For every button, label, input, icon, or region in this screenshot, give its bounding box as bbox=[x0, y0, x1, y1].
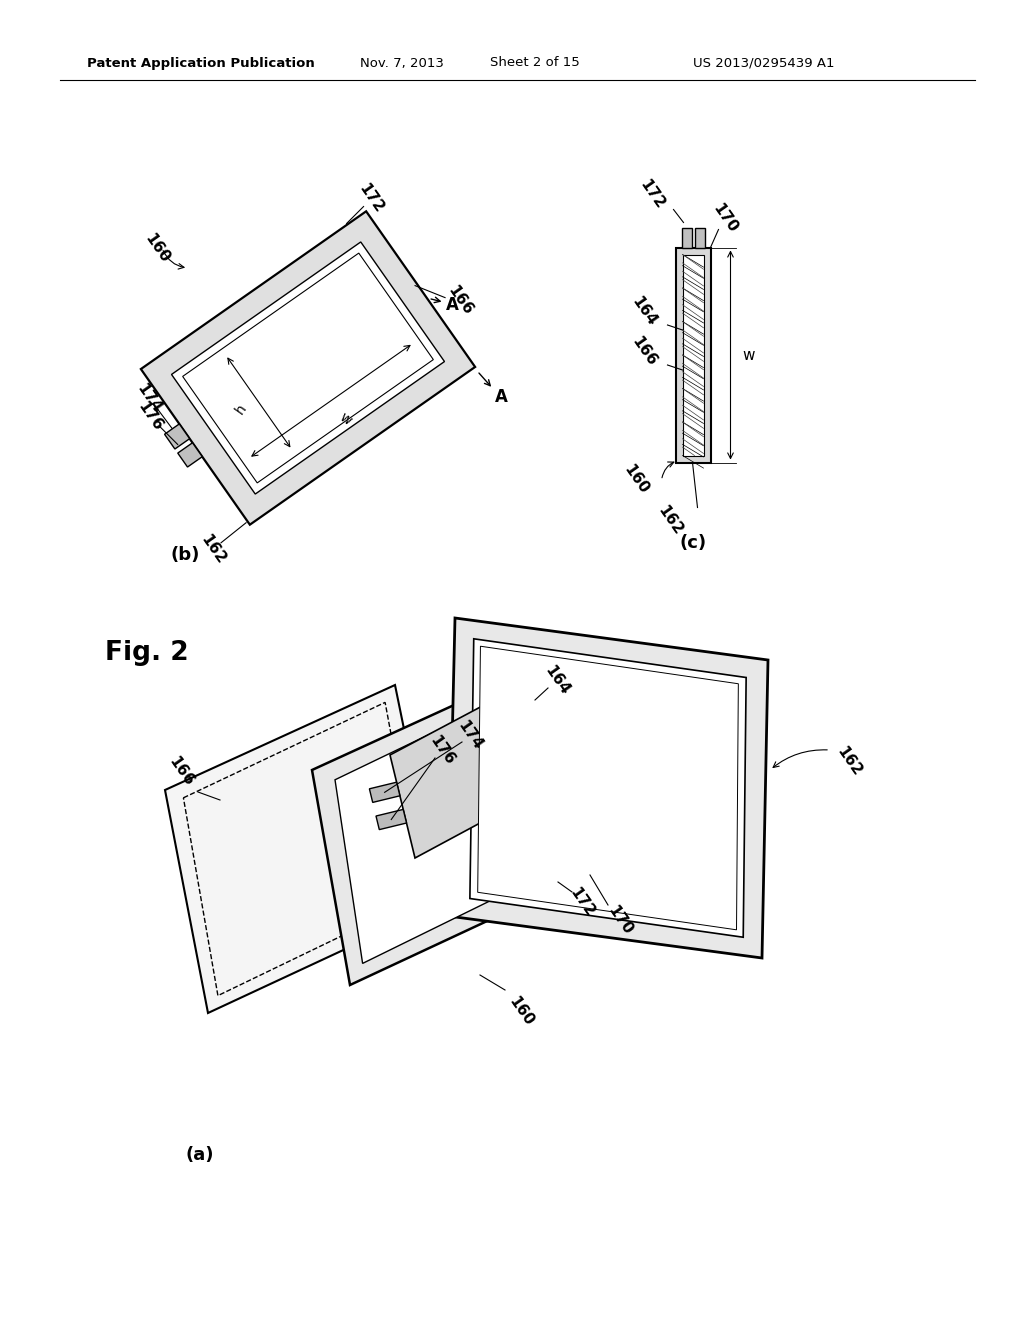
Text: Nov. 7, 2013: Nov. 7, 2013 bbox=[360, 57, 443, 70]
Polygon shape bbox=[694, 227, 705, 248]
Polygon shape bbox=[335, 689, 552, 964]
Text: A: A bbox=[445, 296, 459, 314]
Polygon shape bbox=[178, 442, 203, 467]
Text: 170: 170 bbox=[605, 903, 635, 937]
Text: Patent Application Publication: Patent Application Publication bbox=[87, 57, 314, 70]
Polygon shape bbox=[676, 248, 711, 462]
Polygon shape bbox=[312, 668, 575, 985]
Text: 174: 174 bbox=[455, 718, 485, 752]
Polygon shape bbox=[182, 253, 433, 483]
Text: 162: 162 bbox=[834, 743, 864, 779]
Text: 160: 160 bbox=[142, 231, 172, 265]
Text: 160: 160 bbox=[506, 994, 537, 1028]
Polygon shape bbox=[370, 783, 400, 803]
Text: 172: 172 bbox=[566, 884, 597, 919]
Polygon shape bbox=[682, 227, 691, 248]
Polygon shape bbox=[141, 211, 475, 524]
Polygon shape bbox=[171, 242, 444, 494]
Polygon shape bbox=[477, 647, 738, 929]
Polygon shape bbox=[165, 424, 189, 449]
Text: 176: 176 bbox=[134, 399, 165, 434]
Text: h: h bbox=[232, 401, 249, 417]
Text: 162: 162 bbox=[198, 532, 228, 568]
Text: 164: 164 bbox=[542, 663, 572, 697]
Polygon shape bbox=[683, 255, 703, 455]
Text: 174: 174 bbox=[134, 381, 164, 416]
Text: 166: 166 bbox=[629, 334, 659, 370]
Text: (b): (b) bbox=[170, 546, 200, 564]
Text: 160: 160 bbox=[622, 462, 651, 496]
Text: 166: 166 bbox=[444, 284, 475, 318]
Text: w: w bbox=[337, 409, 354, 428]
Polygon shape bbox=[449, 618, 768, 958]
Text: 172: 172 bbox=[637, 177, 668, 211]
Text: 170: 170 bbox=[710, 201, 740, 236]
Text: (a): (a) bbox=[185, 1146, 214, 1164]
Text: US 2013/0295439 A1: US 2013/0295439 A1 bbox=[693, 57, 835, 70]
Text: Fig. 2: Fig. 2 bbox=[105, 640, 188, 667]
Text: 164: 164 bbox=[629, 294, 659, 329]
Polygon shape bbox=[165, 685, 440, 1012]
Text: 176: 176 bbox=[427, 733, 458, 767]
Text: Sheet 2 of 15: Sheet 2 of 15 bbox=[490, 57, 580, 70]
Text: 162: 162 bbox=[655, 503, 686, 539]
Text: w: w bbox=[742, 347, 755, 363]
Text: 166: 166 bbox=[166, 755, 197, 789]
Polygon shape bbox=[376, 809, 407, 830]
Text: A: A bbox=[495, 388, 508, 407]
Polygon shape bbox=[470, 639, 746, 937]
Text: (c): (c) bbox=[680, 533, 707, 552]
Polygon shape bbox=[390, 678, 560, 858]
Text: 172: 172 bbox=[356, 181, 387, 216]
